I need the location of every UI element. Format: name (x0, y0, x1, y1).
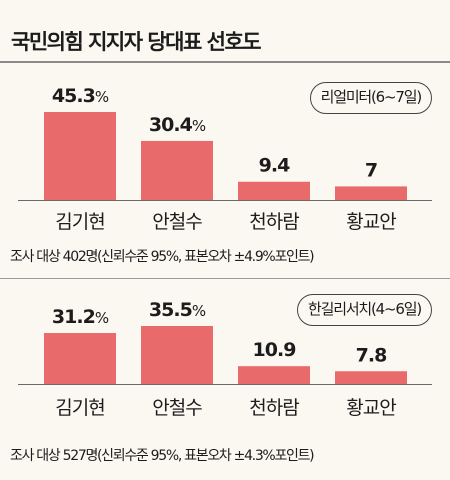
category-label: 김기현 (55, 397, 104, 419)
chart-title: 국민의힘 지지자 당대표 선호도 (11, 30, 262, 54)
data-label: 31.2% (52, 306, 109, 328)
source-badge: 한길리서치(4~6일) (297, 294, 432, 326)
section-divider (0, 278, 450, 279)
bar-김기현 (44, 333, 116, 384)
bar-천하람 (238, 181, 310, 200)
bar-김기현 (44, 112, 116, 200)
bar-안철수 (141, 140, 213, 200)
category-label: 안철수 (152, 397, 202, 419)
survey-note: 조사 대상 402명(신뢰수준 95%, 표본오차 ±4.9%포인트) (10, 249, 315, 265)
category-label: 안철수 (152, 211, 202, 233)
category-label: 황교안 (346, 211, 396, 233)
category-label: 천하람 (249, 211, 299, 233)
data-label: 7.8 (356, 344, 387, 366)
chart-panel-realmeter: 리얼미터(6~7일) 45.3% 김기현 30.4% 안철수 9.4 천하람 7 황교안 조사… (0, 62, 450, 272)
category-label: 김기현 (55, 211, 104, 233)
category-label: 천하람 (249, 397, 299, 419)
bar-황교안 (335, 371, 407, 384)
bar-chart-realmeter: 45.3% 김기현 30.4% 안철수 9.4 천하람 7 황교안 (18, 85, 432, 233)
data-label: 9.4 (259, 155, 290, 177)
data-label: 30.4% (149, 114, 206, 136)
survey-note: 조사 대상 527명(신뢰수준 95%, 표본오차 ±4.3%포인트) (10, 448, 315, 464)
data-label: 10.9 (253, 339, 296, 361)
source-badge: 리얼미터(6~7일) (309, 82, 432, 114)
bar-안철수 (141, 326, 213, 384)
data-label: 45.3% (52, 85, 109, 107)
data-label: 35.5% (149, 299, 206, 321)
bar-천하람 (238, 366, 310, 384)
title-divider (0, 61, 450, 63)
bar-황교안 (335, 186, 407, 200)
chart-panel-hangil: 한길리서치(4~6일) 31.2% 김기현 35.5% 안철수 10.9 천하람 7.8 황교… (0, 280, 450, 480)
category-label: 황교안 (346, 397, 396, 419)
data-label: 7 (365, 159, 377, 181)
bar-chart-hangil: 31.2% 김기현 35.5% 안철수 10.9 천하람 7.8 황교안 (18, 299, 432, 419)
